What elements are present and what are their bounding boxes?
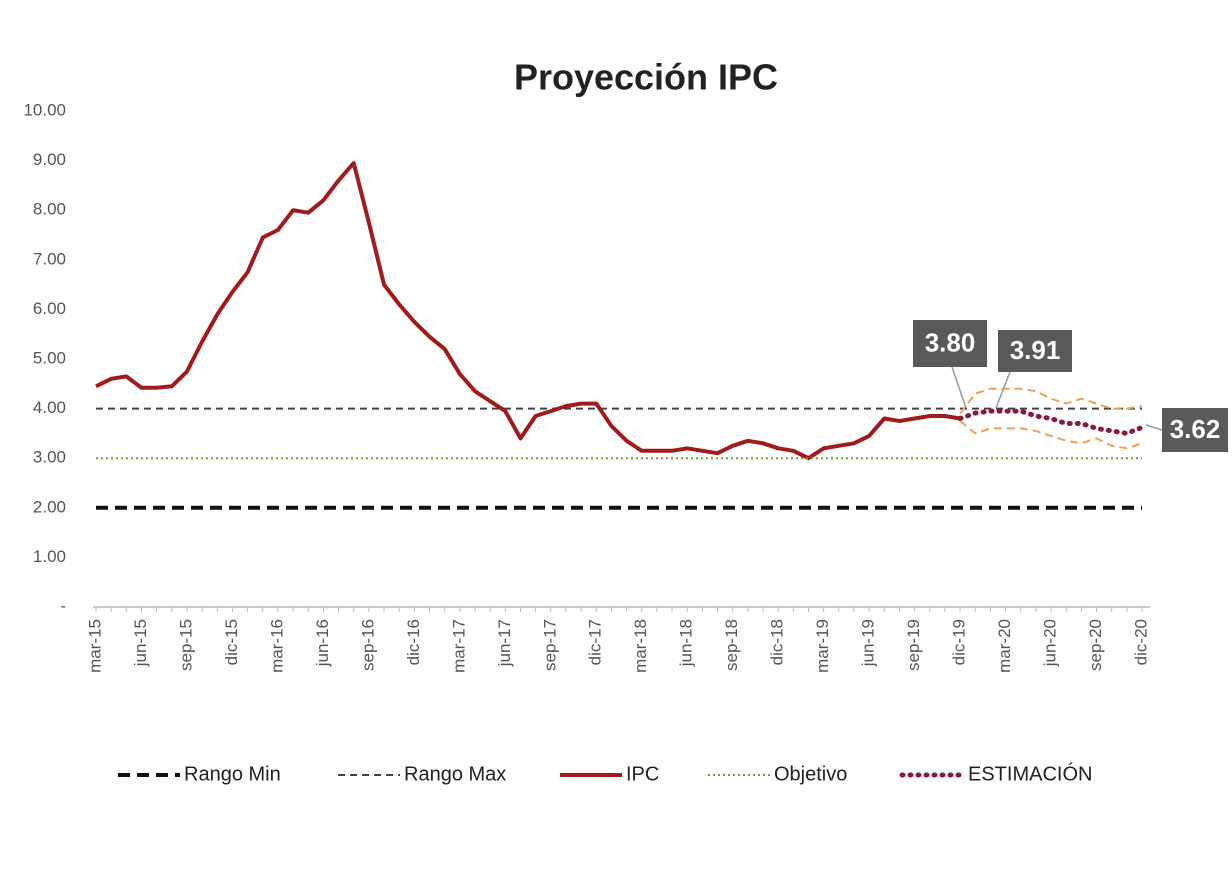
series-line xyxy=(95,161,961,461)
x-tick-label: dic-15 xyxy=(222,619,241,665)
x-tick-label: sep-16 xyxy=(358,619,377,671)
x-tick-label: mar-19 xyxy=(813,619,832,673)
y-tick-label: 1.00 xyxy=(33,547,66,566)
x-tick-label: dic-19 xyxy=(950,619,969,665)
x-tick-label: sep-15 xyxy=(176,619,195,671)
x-tick-label: mar-20 xyxy=(995,619,1014,673)
callout-box xyxy=(998,330,1072,372)
legend-label: Rango Min xyxy=(184,763,281,785)
x-tick-label: mar-15 xyxy=(85,619,104,673)
annotation: 3.91 xyxy=(1010,335,1061,365)
x-tick-label: mar-16 xyxy=(267,619,286,673)
y-tick-label: 6.00 xyxy=(33,299,66,318)
x-tick-label: jun-16 xyxy=(313,619,332,667)
x-tick-label: jun-18 xyxy=(677,619,696,667)
callout-line xyxy=(1145,424,1163,431)
x-tick-label: dic-20 xyxy=(1131,619,1150,665)
legend-label: Rango Max xyxy=(404,763,506,785)
callout-box xyxy=(913,320,987,367)
x-tick-label: jun-20 xyxy=(1041,619,1060,667)
y-tick-label: - xyxy=(60,596,66,615)
y-tick-label: 5.00 xyxy=(33,348,66,367)
x-tick-label: sep-17 xyxy=(540,619,559,671)
y-tick-label: 7.00 xyxy=(33,249,66,268)
series-line xyxy=(959,387,1143,415)
annotation: 3.80 xyxy=(925,327,976,357)
y-tick-label: 8.00 xyxy=(33,200,66,219)
x-tick-label: jun-15 xyxy=(131,619,150,667)
x-tick-label: jun-17 xyxy=(495,619,514,667)
x-tick-label: sep-20 xyxy=(1086,619,1105,671)
x-tick-label: dic-17 xyxy=(586,619,605,665)
y-tick-label: 9.00 xyxy=(33,150,66,169)
x-tick-label: jun-19 xyxy=(859,619,878,667)
x-tick-label: sep-18 xyxy=(722,619,741,671)
annotation: 3.62 xyxy=(1170,414,1221,444)
x-tick-label: mar-17 xyxy=(449,619,468,673)
chart-title: Proyección IPC xyxy=(514,57,778,98)
x-tick-label: mar-18 xyxy=(631,619,650,673)
x-tick-label: dic-16 xyxy=(404,619,423,665)
legend-label: IPC xyxy=(626,763,659,785)
series-line xyxy=(959,420,1143,450)
y-tick-label: 4.00 xyxy=(33,398,66,417)
legend-label: Objetivo xyxy=(774,763,847,785)
x-tick-label: dic-18 xyxy=(768,619,787,665)
y-tick-label: 2.00 xyxy=(33,497,66,516)
callout-line xyxy=(951,366,967,409)
x-tick-label: sep-19 xyxy=(904,619,923,671)
series-line xyxy=(957,408,1145,436)
callout-box xyxy=(1162,408,1228,452)
y-tick-label: 10.00 xyxy=(23,100,66,119)
y-tick-label: 3.00 xyxy=(33,448,66,467)
callout-line xyxy=(995,371,1011,409)
legend-label: ESTIMACIÓN xyxy=(968,762,1092,785)
